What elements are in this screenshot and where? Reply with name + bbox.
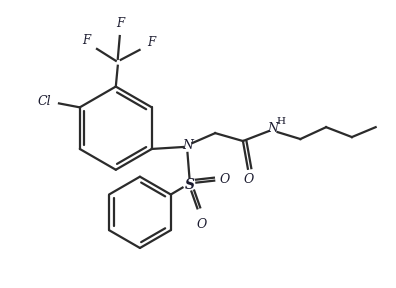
- Text: H: H: [276, 117, 285, 126]
- Text: F: F: [82, 33, 90, 47]
- Text: N: N: [182, 139, 193, 152]
- Text: O: O: [244, 173, 254, 186]
- Text: S: S: [185, 178, 194, 192]
- Text: F: F: [147, 37, 156, 50]
- Text: O: O: [220, 173, 230, 186]
- Text: N: N: [267, 122, 278, 135]
- Text: O: O: [196, 218, 206, 231]
- Text: F: F: [116, 17, 124, 30]
- Text: Cl: Cl: [37, 95, 51, 108]
